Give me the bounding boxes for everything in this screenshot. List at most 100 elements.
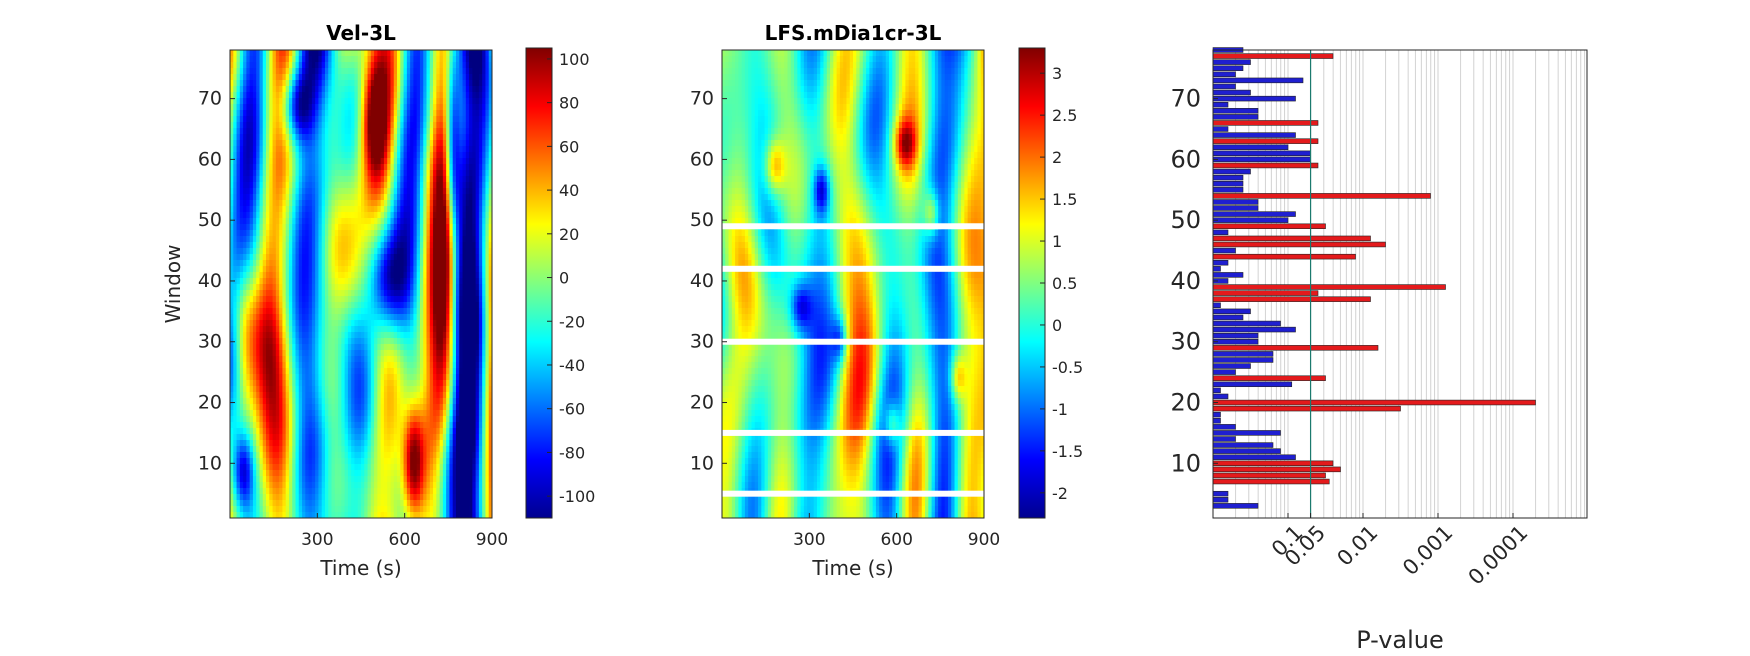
heatmap-cell	[442, 392, 447, 399]
heatmap-cell	[338, 308, 342, 315]
heatmap-cell	[295, 62, 300, 69]
heatmap-cell	[364, 212, 369, 219]
heatmap-cell	[370, 146, 375, 153]
heatmap-cell	[413, 98, 418, 105]
heatmap-cell	[469, 344, 473, 351]
heatmap-cell	[488, 182, 492, 189]
heatmap-cell	[351, 374, 356, 381]
heatmap-cell	[403, 128, 408, 135]
heatmap-cell	[230, 68, 234, 75]
heatmap-cell	[449, 314, 454, 321]
heatmap-cell	[482, 224, 487, 231]
heatmap-cell	[364, 332, 369, 339]
heatmap-cell	[321, 266, 326, 273]
heatmap-cell	[455, 278, 460, 285]
heatmap-cell	[390, 86, 395, 93]
heatmap-cell	[318, 218, 323, 225]
heatmap-cell	[344, 278, 349, 285]
heatmap-cell	[334, 116, 339, 123]
heatmap-cell	[446, 332, 451, 339]
heatmap-cell	[397, 284, 401, 291]
heatmap-cell	[397, 152, 401, 159]
heatmap-cell	[374, 152, 378, 159]
heatmap-cell	[341, 98, 346, 105]
heatmap-cell	[403, 320, 408, 327]
heatmap-cell	[357, 158, 362, 165]
heatmap-cell	[357, 332, 362, 339]
heatmap-cell	[285, 104, 290, 111]
heatmap-cell	[334, 236, 339, 243]
heatmap-cell	[462, 314, 467, 321]
heatmap-cell	[397, 254, 401, 261]
heatmap-cell	[390, 356, 395, 363]
heatmap-cell	[436, 266, 441, 273]
heatmap-cell	[318, 320, 323, 327]
heatmap-cell	[266, 170, 270, 177]
heatmap-cell	[344, 386, 349, 393]
heatmap-cell	[439, 362, 444, 369]
heatmap-cell	[311, 314, 316, 321]
heatmap-cell	[380, 302, 385, 309]
heatmap-cell	[423, 140, 428, 147]
heatmap-cell	[256, 296, 261, 303]
heatmap-cell	[397, 212, 401, 219]
heatmap-cell	[433, 164, 437, 171]
heatmap-cell	[256, 122, 261, 129]
heatmap-cell	[374, 158, 378, 165]
heatmap-cell	[406, 320, 411, 327]
heatmap-cell	[364, 380, 369, 387]
heatmap-cell	[269, 242, 274, 249]
heatmap-cell	[239, 68, 244, 75]
heatmap-cell	[429, 236, 434, 243]
heatmap-cell	[393, 98, 398, 105]
heatmap-cell	[259, 272, 264, 279]
heatmap-cell	[406, 260, 411, 267]
heatmap-cell	[488, 134, 492, 141]
heatmap-cell	[233, 338, 238, 345]
heatmap-cell	[295, 248, 300, 255]
heatmap-cell	[275, 200, 280, 207]
heatmap-cell	[455, 272, 460, 279]
heatmap-cell	[482, 350, 487, 357]
heatmap-cell	[256, 398, 261, 405]
heatmap-cell	[357, 392, 362, 399]
heatmap-cell	[452, 62, 457, 69]
heatmap-cell	[400, 98, 405, 105]
heatmap-cell	[482, 140, 487, 147]
heatmap-cell	[433, 116, 437, 123]
heatmap-cell	[272, 278, 277, 285]
heatmap-cell	[288, 74, 293, 81]
heatmap-cell	[266, 242, 270, 249]
heatmap-cell	[387, 290, 392, 297]
heatmap-cell	[269, 380, 274, 387]
heatmap-cell	[429, 266, 434, 273]
heatmap-cell	[272, 194, 277, 201]
heatmap-cell	[416, 242, 421, 249]
heatmap-cell	[390, 218, 395, 225]
heatmap-cell	[321, 116, 326, 123]
heatmap-cell	[331, 140, 336, 147]
heatmap-cell	[262, 320, 267, 327]
heatmap-cell	[233, 350, 238, 357]
heatmap-cell	[285, 188, 290, 195]
heatmap-cell	[262, 188, 267, 195]
heatmap-cell	[334, 362, 339, 369]
heatmap-cell	[256, 206, 261, 213]
heatmap-cell	[252, 290, 257, 297]
heatmap-cell	[321, 296, 326, 303]
heatmap-cell	[413, 110, 418, 117]
heatmap-cell	[482, 290, 487, 297]
heatmap-cell	[393, 260, 398, 267]
heatmap-cell	[344, 320, 349, 327]
heatmap-cell	[419, 374, 424, 381]
heatmap-cell	[364, 164, 369, 171]
heatmap-cell	[344, 80, 349, 87]
heatmap-cell	[275, 68, 280, 75]
heatmap-cell	[429, 158, 434, 165]
heatmap-cell	[377, 398, 382, 405]
heatmap-cell	[324, 212, 329, 219]
heatmap-cell	[252, 338, 257, 345]
heatmap-cell	[338, 104, 342, 111]
heatmap-cell	[351, 278, 356, 285]
heatmap-cell	[236, 266, 241, 273]
